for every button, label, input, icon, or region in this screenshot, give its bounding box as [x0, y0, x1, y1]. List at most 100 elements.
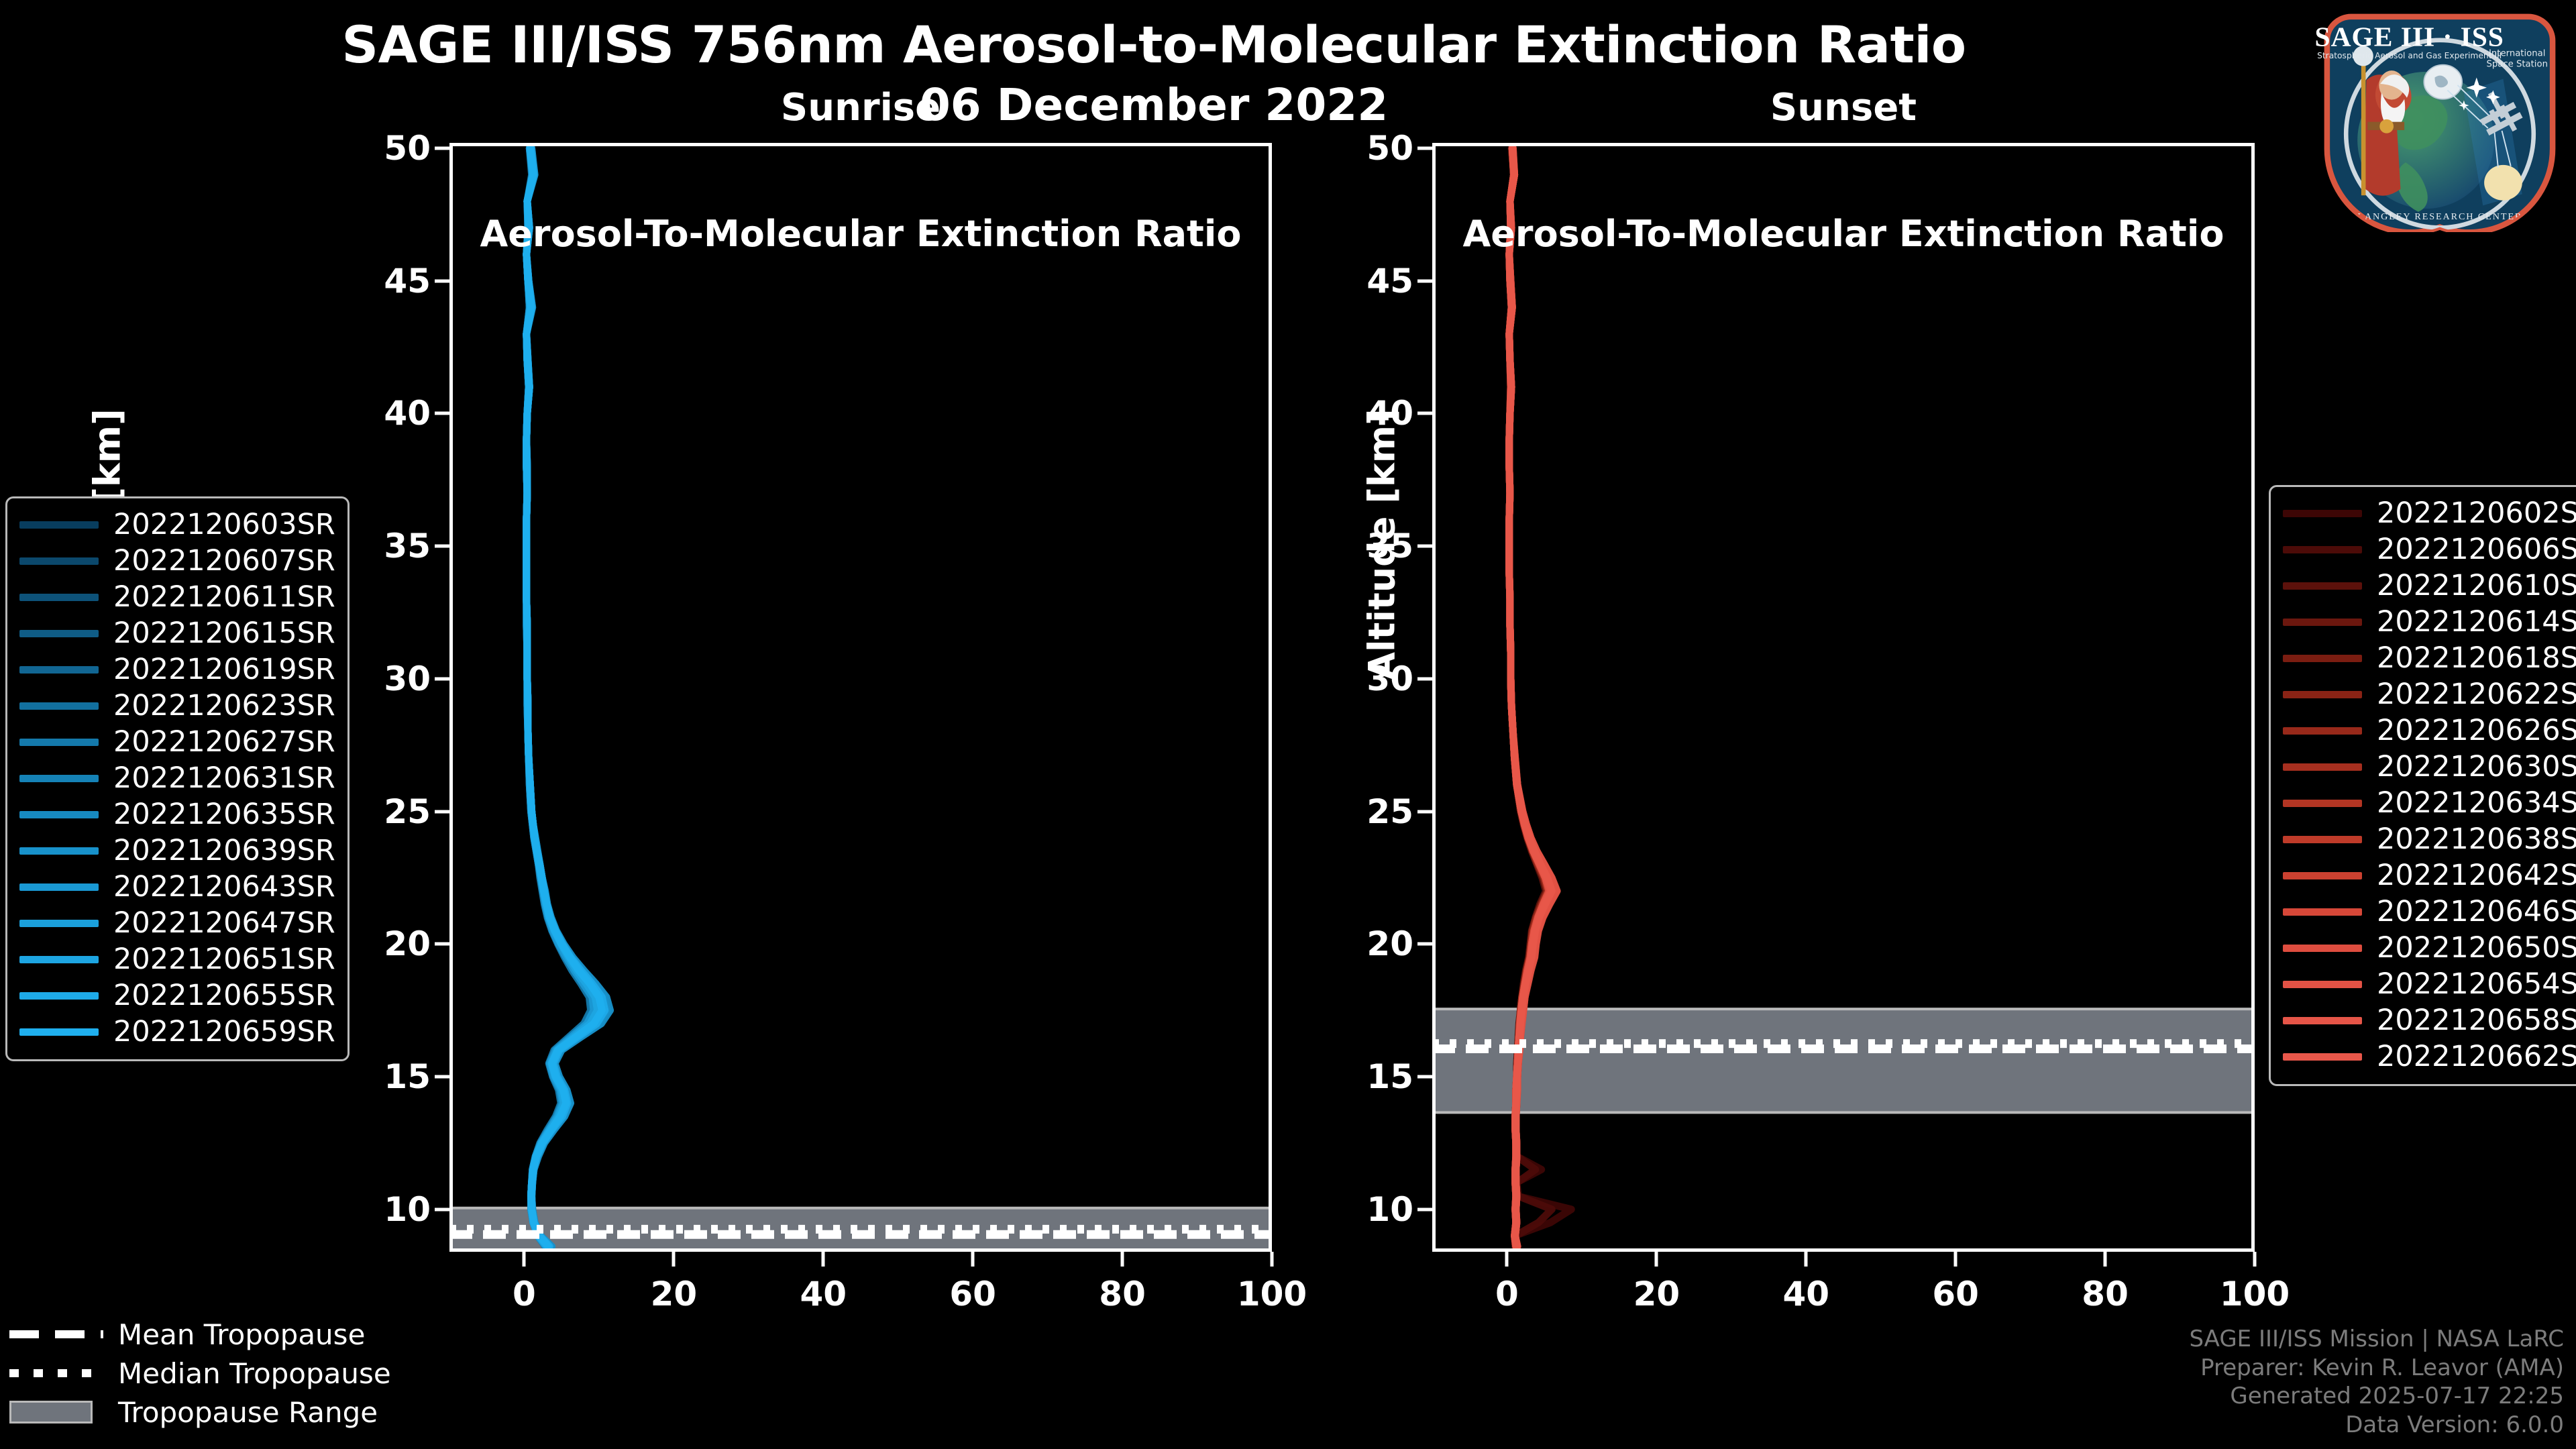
legend-color-swatch [19, 557, 99, 565]
legend-color-swatch [2283, 944, 2362, 952]
legend-color-swatch [19, 991, 99, 1000]
y-tick-label: 10 [384, 1189, 431, 1229]
legend-item[interactable]: 2022120606SS [2283, 531, 2576, 568]
legend-item[interactable]: 2022120626SS [2283, 712, 2576, 749]
legend-event-label: 2022120626SS [2377, 714, 2576, 747]
legend-color-swatch [19, 810, 99, 818]
y-tick-label: 15 [1366, 1057, 1413, 1096]
y-tick-mark [1417, 146, 1432, 150]
legend-color-swatch [19, 919, 99, 927]
y-tick-mark [435, 1208, 449, 1212]
legend-item[interactable]: 2022120614SS [2283, 604, 2576, 640]
credits-generated: Generated 2025-07-17 22:25 [2230, 1383, 2564, 1410]
legend-item[interactable]: 2022120643SR [19, 869, 335, 905]
legend-color-swatch [2283, 908, 2362, 916]
legend-event-label: 2022120610SS [2377, 569, 2576, 602]
legend-item[interactable]: 2022120627SR [19, 724, 335, 760]
legend-item[interactable]: 2022120607SR [19, 543, 335, 579]
sage-iii-iss-mission-patch-logo: BALL · NASA LANGLEY RESEARCH CENTER · TA… [2313, 4, 2567, 235]
legend-color-swatch [19, 593, 99, 601]
x-tick-label: 60 [949, 1275, 996, 1313]
legend-event-label: 2022120619SR [113, 653, 335, 686]
y-tick-mark [435, 411, 449, 415]
legend-item[interactable]: 2022120650SS [2283, 930, 2576, 966]
legend-event-label: 2022120650SS [2377, 931, 2576, 965]
legend-item[interactable]: 2022120659SR [19, 1014, 335, 1050]
x-tick-mark [522, 1252, 526, 1267]
x-tick-label: 40 [1782, 1275, 1830, 1313]
legend-item[interactable]: 2022120619SR [19, 651, 335, 688]
legend-item[interactable]: 2022120638SS [2283, 821, 2576, 857]
logo-subtitle-left: Stratospheric Aerosol and Gas Experiment… [2317, 51, 2502, 60]
y-tick-label: 50 [1366, 128, 1413, 168]
y-tick-mark [1417, 1208, 1432, 1212]
legend-color-swatch [2283, 545, 2362, 553]
x-tick-mark [1505, 1252, 1509, 1267]
legend-item[interactable]: 2022120662SS [2283, 1038, 2576, 1075]
tropopause-legend: Mean Tropopause Median Tropopause Tropop… [9, 1315, 391, 1432]
legend-item[interactable]: 2022120639SR [19, 833, 335, 869]
legend-item[interactable]: 2022120646SS [2283, 894, 2576, 930]
x-tick-label: 0 [513, 1275, 536, 1313]
legend-item[interactable]: 2022120615SR [19, 615, 335, 651]
legend-color-swatch [19, 738, 99, 746]
x-tick-label: 80 [1099, 1275, 1146, 1313]
y-tick-label: 30 [384, 659, 431, 698]
legend-item-median-tropopause: Median Tropopause [9, 1354, 391, 1393]
legend-color-swatch [2283, 799, 2362, 807]
y-tick-mark [435, 942, 449, 946]
legend-item[interactable]: 2022120658SS [2283, 1002, 2576, 1038]
y-tick-mark [435, 279, 449, 283]
legend-color-swatch [19, 847, 99, 855]
x-tick-label: 0 [1495, 1275, 1519, 1313]
legend-color-swatch [2283, 1016, 2362, 1024]
sunrise-plot-panel: 10 15 20 25 30 35 40 45 50 0 20 40 60 80 100 Aerosol-… [384, 129, 1307, 1313]
legend-item[interactable]: 2022120634SS [2283, 785, 2576, 821]
legend-item[interactable]: 2022120655SR [19, 977, 335, 1014]
legend-event-label: 2022120635SR [113, 798, 335, 831]
page-title: SAGE III/ISS 756nm Aerosol-to-Molecular … [341, 15, 1966, 74]
x-tick-mark [1804, 1252, 1808, 1267]
legend-event-label: 2022120611SR [113, 580, 335, 614]
legend-item[interactable]: 2022120651SR [19, 941, 335, 977]
legend-item[interactable]: 2022120622SS [2283, 676, 2576, 712]
legend-item[interactable]: 2022120603SR [19, 506, 335, 543]
legend-item[interactable]: 2022120635SR [19, 796, 335, 833]
legend-label-median: Median Tropopause [118, 1356, 391, 1390]
y-tick-mark [1417, 411, 1432, 415]
legend-item[interactable]: 2022120610SS [2283, 568, 2576, 604]
y-tick-label: 20 [384, 924, 431, 964]
legend-item[interactable]: 2022120631SR [19, 760, 335, 796]
logo-subtitle-right-1: International [2489, 48, 2545, 58]
x-tick-label: 60 [1932, 1275, 1979, 1313]
legend-item[interactable]: 2022120602SS [2283, 495, 2576, 531]
legend-color-swatch [19, 883, 99, 891]
legend-item[interactable]: 2022120647SR [19, 905, 335, 941]
y-tick-mark [1417, 1075, 1432, 1079]
sunset-profile-chart [1432, 144, 2255, 1250]
legend-color-swatch [2283, 727, 2362, 735]
legend-event-label: 2022120603SR [113, 508, 335, 541]
legend-item-tropopause-range: Tropopause Range [9, 1393, 391, 1432]
x-tick-mark [672, 1252, 676, 1267]
legend-item[interactable]: 2022120623SR [19, 688, 335, 724]
credits-preparer: Preparer: Kevin R. Leavor (AMA) [2200, 1354, 2564, 1381]
legend-color-swatch [19, 1028, 99, 1036]
sunset-axes-frame [1432, 143, 2255, 1252]
dashed-line-icon [9, 1326, 103, 1343]
x-tick-label: 100 [1236, 1275, 1307, 1313]
dotted-line-icon [9, 1364, 103, 1382]
y-tick-mark [1417, 810, 1432, 814]
x-tick-mark [1120, 1252, 1124, 1267]
x-tick-mark [2253, 1252, 2257, 1267]
legend-item[interactable]: 2022120630SS [2283, 749, 2576, 785]
legend-event-label: 2022120606SS [2377, 533, 2576, 566]
legend-event-label: 2022120651SR [113, 943, 335, 976]
y-tick-label: 40 [1366, 394, 1413, 433]
legend-item[interactable]: 2022120642SS [2283, 857, 2576, 894]
y-tick-mark [435, 544, 449, 548]
legend-color-swatch [19, 629, 99, 637]
legend-item[interactable]: 2022120618SS [2283, 640, 2576, 676]
legend-item[interactable]: 2022120611SR [19, 579, 335, 615]
legend-item[interactable]: 2022120654SS [2283, 966, 2576, 1002]
